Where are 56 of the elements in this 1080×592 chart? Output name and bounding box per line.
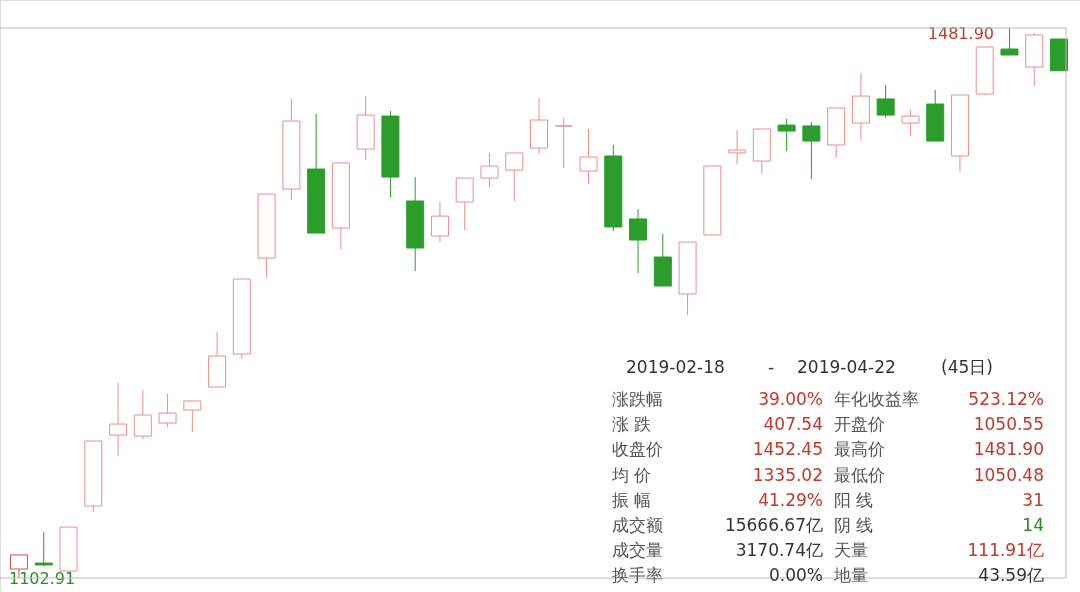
annotation: (45日) xyxy=(941,357,993,377)
annotation: 14 xyxy=(1022,515,1044,535)
candlestick xyxy=(430,201,449,243)
candlestick xyxy=(629,208,648,274)
annotation: 0.00% xyxy=(768,565,823,586)
annotation: 年化收益率 xyxy=(834,389,919,409)
annotation: 阴 线 xyxy=(834,515,874,535)
annotation: 41.29% xyxy=(758,489,823,510)
candlestick xyxy=(133,389,152,440)
annotation: 开盘价 xyxy=(834,414,885,435)
candlestick xyxy=(109,382,128,457)
candlestick xyxy=(34,531,53,567)
candlestick xyxy=(158,393,177,428)
annotation: 407.54 xyxy=(763,414,823,435)
annotation: 收盘价 xyxy=(612,439,663,460)
candlestick xyxy=(777,118,796,152)
annotation: 1452.45 xyxy=(752,439,823,460)
annotation: 111.91亿 xyxy=(967,540,1044,561)
annotation: 换手率 xyxy=(612,565,663,586)
annotation: 阳 线 xyxy=(834,489,874,510)
annotation: 1481.90 xyxy=(973,439,1044,460)
annotation: 成交量 xyxy=(612,540,663,561)
candlestick xyxy=(554,117,573,169)
annotation: 最低价 xyxy=(834,464,885,485)
annotation: 成交额 xyxy=(612,515,663,535)
annotation: 均 价 xyxy=(611,464,652,485)
candlestick xyxy=(183,400,202,433)
annotation: 1102.91 xyxy=(9,569,76,588)
candlestick xyxy=(876,84,895,119)
annotation: 天量 xyxy=(834,540,868,561)
candlestick xyxy=(1000,27,1019,56)
candlestick xyxy=(455,177,474,231)
annotation: 1481.90 xyxy=(927,24,994,43)
annotation: 1050.48 xyxy=(973,464,1044,485)
annotation: 2019-04-22 xyxy=(797,357,896,377)
candlestick xyxy=(579,128,598,185)
candlestick xyxy=(505,152,524,202)
annotation: - xyxy=(768,357,775,377)
annotation: 振 幅 xyxy=(612,489,652,510)
annotation: 涨 跌 xyxy=(612,414,652,435)
annotation: 39.00% xyxy=(758,389,823,409)
annotation: 涨跌幅 xyxy=(612,389,663,409)
annotation: 1050.55 xyxy=(973,414,1044,435)
annotation: 3170.74亿 xyxy=(735,540,823,561)
candlestick xyxy=(802,121,821,180)
annotation: 最高价 xyxy=(834,439,885,460)
candlestick xyxy=(728,129,747,165)
annotation: 523.12% xyxy=(968,389,1044,409)
candlestick xyxy=(480,152,499,188)
candlestick xyxy=(901,109,920,137)
annotation: 1335.02 xyxy=(752,464,823,485)
annotation: 地量 xyxy=(833,565,868,586)
annotation: 43.59亿 xyxy=(978,565,1044,586)
annotation: 2019-02-18 xyxy=(626,357,725,377)
annotation: 15666.67亿 xyxy=(724,515,823,535)
annotation: 31 xyxy=(1022,489,1044,510)
